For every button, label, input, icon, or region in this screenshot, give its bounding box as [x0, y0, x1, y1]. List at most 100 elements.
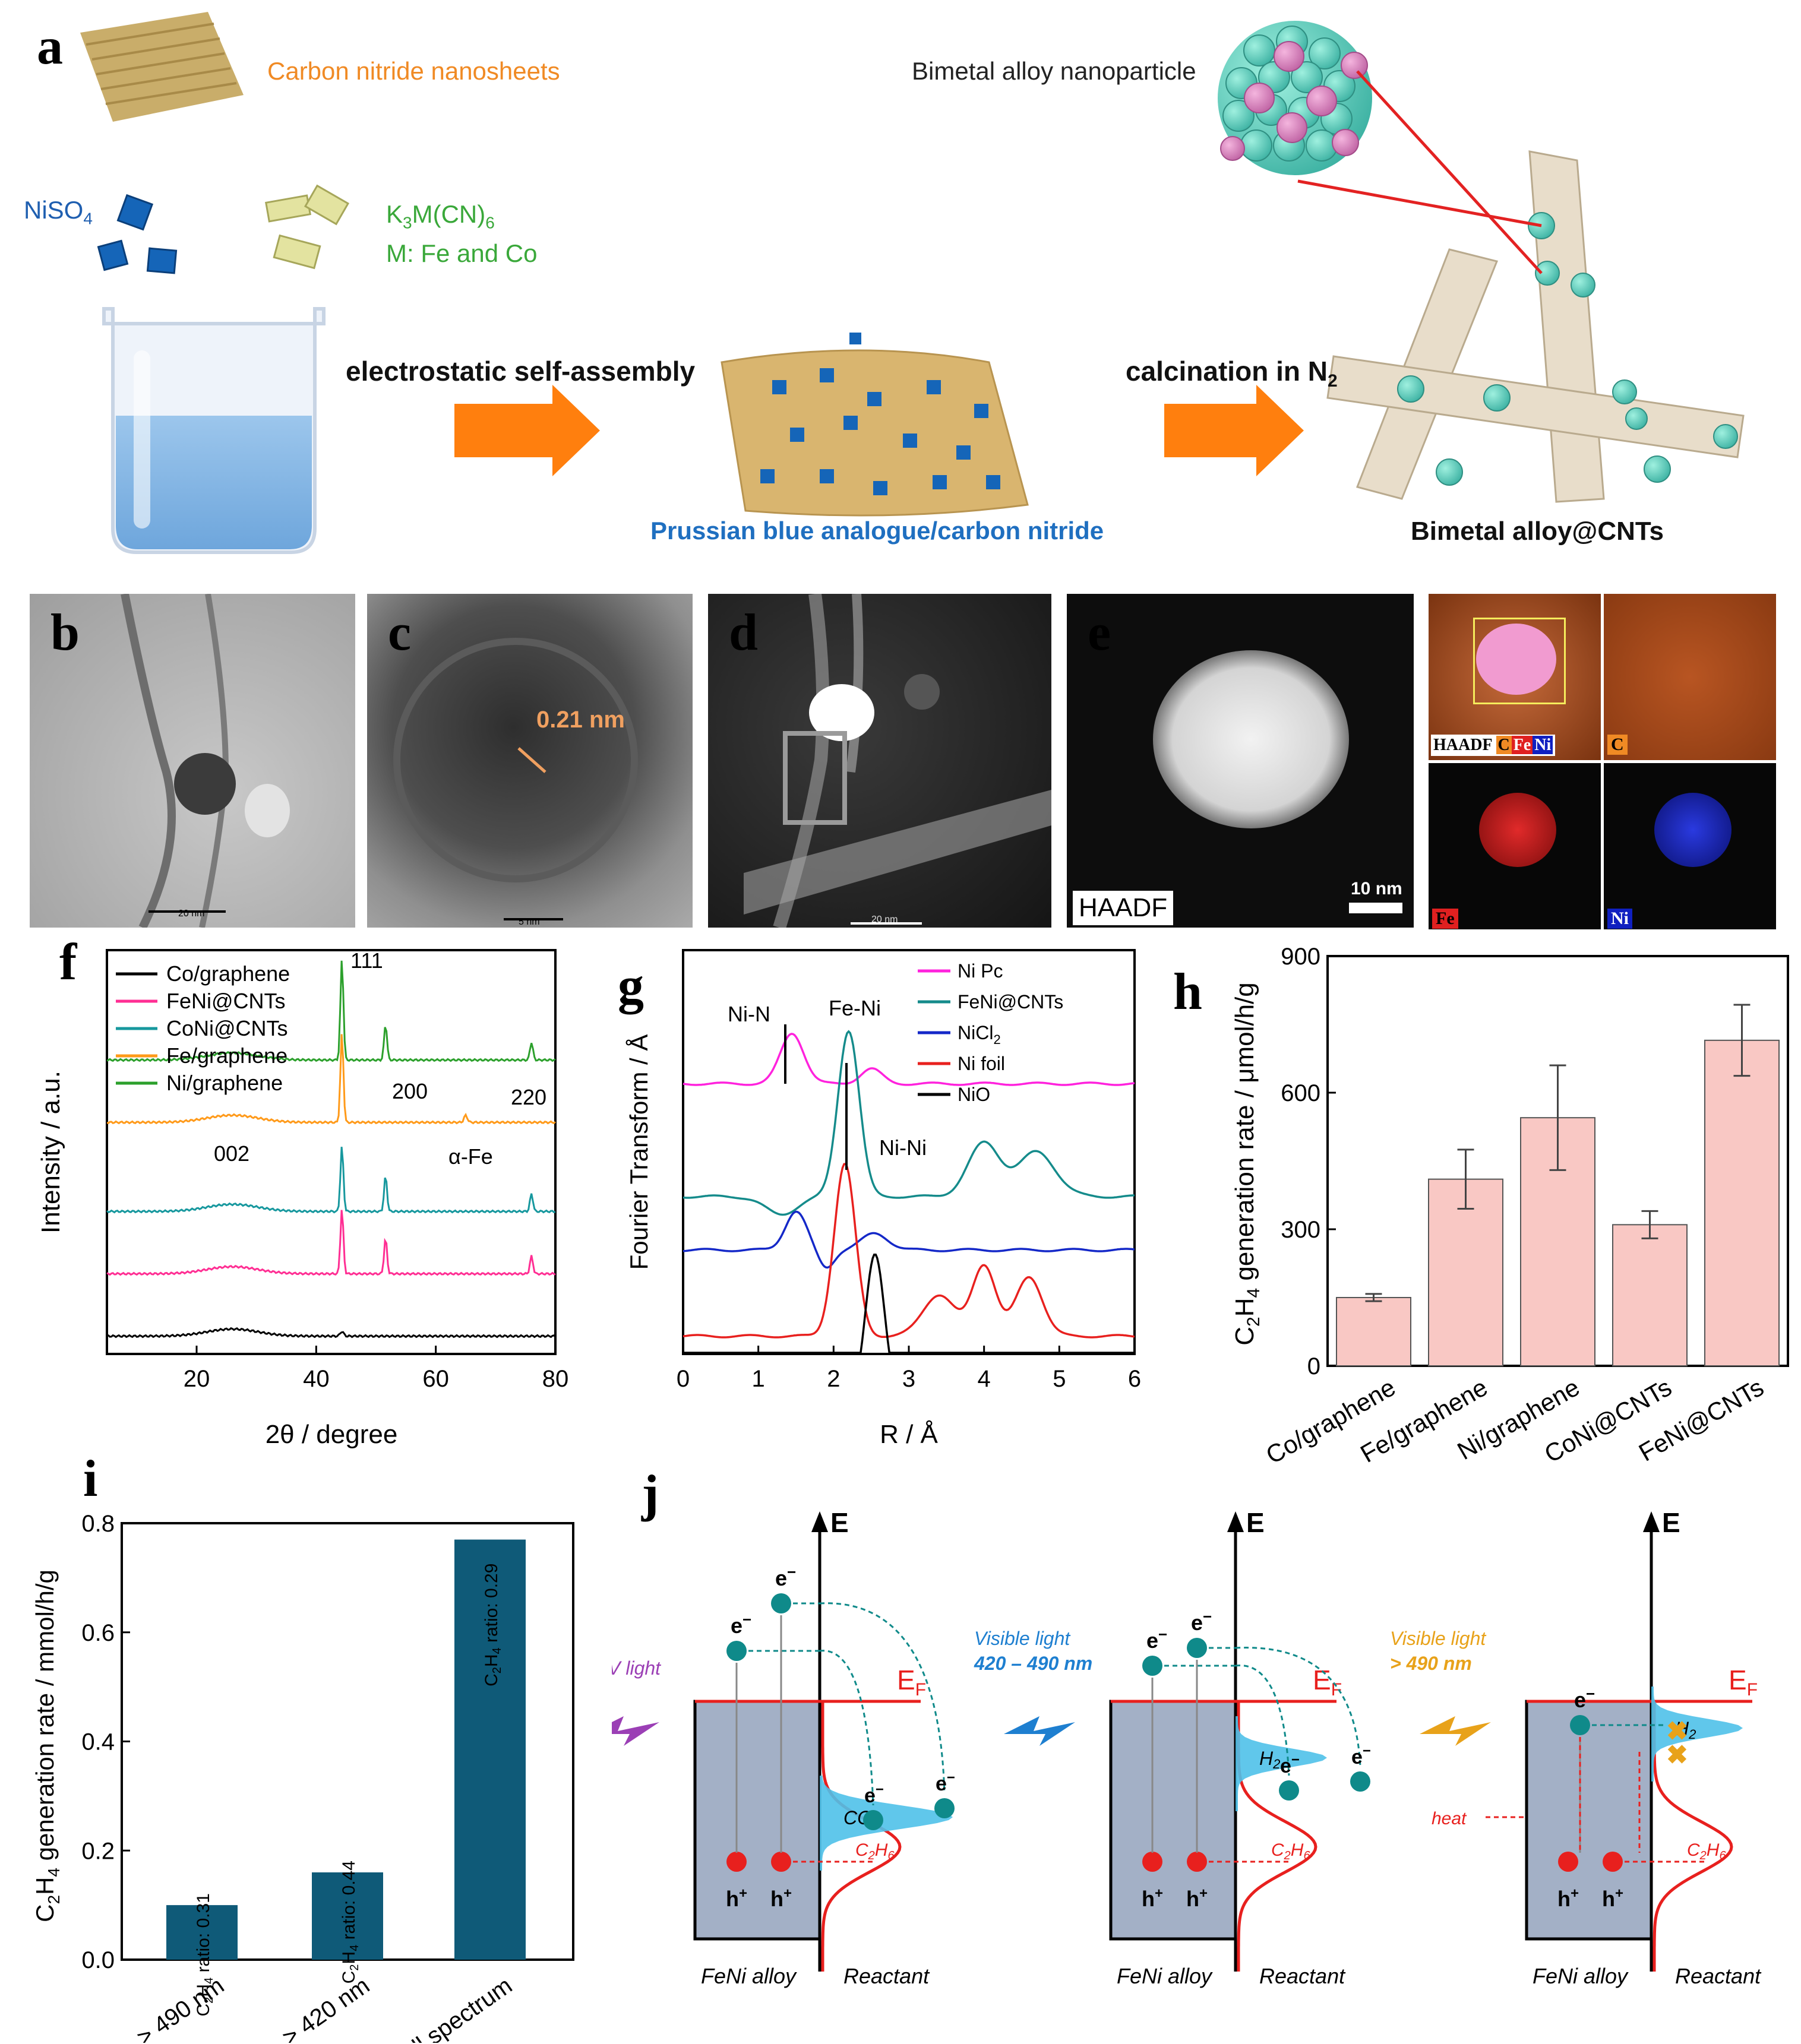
bimetal-np-label: Bimetal alloy nanoparticle: [912, 57, 1196, 85]
fermi-label-1: EF: [1313, 1665, 1342, 1700]
x-tick-label-f-1: 40: [303, 1366, 330, 1392]
electron-label-1-0: e−: [1146, 1625, 1167, 1653]
peak-alpha-fe: α-Fe: [448, 1144, 493, 1169]
legend-label-f-1: FeNi@CNTs: [166, 989, 286, 1013]
electron-0-1: [771, 1593, 791, 1613]
y-tick-label-h-2: 600: [1281, 1080, 1320, 1106]
x-tick-label-g-0: 0: [677, 1366, 690, 1392]
product-label: Bimetal alloy@CNTs: [1411, 517, 1664, 546]
co2-h2-band-2: [1651, 1687, 1743, 1782]
tem-image-b: b 20 nm: [30, 594, 355, 928]
light-label-0-0: UV light: [612, 1657, 661, 1679]
peak-002: 002: [214, 1141, 249, 1166]
exafs-curve-3: [683, 1163, 1135, 1339]
co2-h2-band-1: [1236, 1716, 1327, 1811]
energy-axis-arrow-0: [811, 1511, 828, 1532]
cyanide-block-icons: [265, 184, 350, 270]
panel-label-f: f: [59, 934, 77, 991]
panel-label-a: a: [37, 18, 63, 75]
y-axis-label-f: Intensity / a.u.: [36, 1071, 65, 1233]
ni-particle: [1654, 793, 1732, 867]
panel-label-d: d: [729, 604, 758, 662]
injection-arrow-1-1: [1235, 1647, 1361, 1767]
scale-bar-b: 20 nm: [178, 909, 205, 919]
carbon-nitride-label: Carbon nitride nanosheets: [267, 57, 560, 85]
step2-label: calcination in N2: [1126, 356, 1338, 391]
injected-electron-1-1: [1350, 1771, 1370, 1792]
peak-111: 111: [350, 948, 383, 973]
legend-label-f-2: CoNi@CNTs: [166, 1016, 288, 1040]
light-label-2-1: > 490 nm: [1390, 1653, 1472, 1674]
map-label-fe: Fe: [1432, 909, 1458, 929]
bar-i-1: [312, 1872, 383, 1960]
selection-box: [1473, 618, 1566, 704]
pba-label: Prussian blue analogue/carbon nitride: [650, 517, 1104, 545]
injected-electron-label-1-0: e−: [1280, 1752, 1300, 1777]
bar-h-4: [1704, 1039, 1780, 1367]
energy-axis-label-0: E: [830, 1507, 849, 1538]
process-arrow-2: [1164, 385, 1304, 476]
peak-200: 200: [392, 1079, 428, 1103]
y-axis-label-i: C2H4 generation rate / mmol/h/g: [31, 1570, 63, 1922]
haadf-e-features: [1153, 650, 1402, 913]
ethylene-rate-chart-h: C2H4 generation rate / μmol/h/g 0 300 600 9…: [1230, 944, 1789, 1469]
category-label-i-1: > 420 nm: [277, 1972, 374, 2043]
hole-1-0: [1142, 1852, 1162, 1872]
electron-1-0: [1142, 1656, 1162, 1676]
injected-electron-label-0-1: e−: [936, 1770, 955, 1795]
panel-label-i: i: [83, 1450, 98, 1508]
hole-1-1: [1187, 1852, 1207, 1872]
y-tick-label-i-0: 0.0: [81, 1947, 115, 1973]
fermi-label-0: EF: [897, 1665, 926, 1700]
alloy-caption-2: FeNi alloy: [1533, 1964, 1629, 1988]
plot-frame-f: [106, 949, 557, 1355]
eds-map-overlay: HAADF C Fe Ni: [1429, 594, 1601, 760]
map-label-ni: Ni: [1607, 909, 1632, 929]
carbon-nitride-sheet-icon: [80, 12, 244, 122]
panel-label-h: h: [1173, 963, 1202, 1021]
hole-label-1-1: h+: [1186, 1885, 1208, 1911]
category-label-i-2: Full spectrum: [385, 1972, 517, 2043]
ratio-label-i-1: C2H4 ratio: 0.44: [339, 1861, 361, 1983]
overlay-particle: [1476, 624, 1556, 695]
tem-c-features: [393, 638, 638, 920]
lattice-label: 0.21 nm: [536, 707, 625, 733]
blocked-icon-0: ✖: [1666, 1717, 1688, 1746]
x-tick-label-g-2: 2: [827, 1366, 840, 1392]
step1-label: electrostatic self-assembly: [346, 356, 696, 387]
bar-i-0: [166, 1905, 238, 1960]
light-bolt-icon-1: [1004, 1716, 1075, 1746]
legend-label-f-3: Fe/graphene: [166, 1043, 287, 1068]
legend-label-g-1: FeNi@CNTs: [958, 991, 1063, 1012]
y-tick-label-i-4: 0.8: [81, 1511, 115, 1537]
light-bolt-icon-0: [612, 1716, 659, 1746]
scale-bar-d: 20 nm: [871, 915, 898, 925]
electron-2-0: [1570, 1715, 1590, 1735]
peak-220: 220: [511, 1085, 546, 1109]
category-label-i-0: > 490 nm: [132, 1972, 229, 2043]
bar-h-0: [1336, 1297, 1411, 1366]
hole-2-1: [1603, 1852, 1623, 1872]
y-tick-label-i-3: 0.6: [81, 1620, 115, 1646]
niso4-cube-icons: [97, 194, 178, 274]
alloy-block-1: [1109, 1700, 1237, 1941]
hole-0-1: [771, 1852, 791, 1872]
exafs-chart: Fourier Transform / Å R / Å 0 1 2 3 4 5 6 Ni P…: [625, 949, 1141, 1449]
c2h6-label-0: C2H6: [855, 1840, 895, 1862]
bar-h-1: [1428, 1178, 1503, 1366]
electron-label-0-0: e−: [731, 1610, 751, 1638]
x-tick-label-f-0: 20: [184, 1366, 210, 1392]
reactant-caption-0: Reactant: [843, 1964, 930, 1988]
x-axis-label-f: 2θ / degree: [266, 1420, 398, 1449]
energy-axis-arrow-2: [1643, 1511, 1660, 1532]
heat-label: heat: [1432, 1809, 1467, 1828]
y-axis-label-g: Fourier Transform / Å: [625, 1034, 653, 1270]
injected-electron-1-0: [1279, 1780, 1299, 1801]
alloy-caption-1: FeNi alloy: [1117, 1964, 1213, 1988]
electron-label-1-1: e−: [1191, 1608, 1212, 1635]
alloy-block-0: [693, 1700, 821, 1941]
legend-label-g-4: NiO: [958, 1084, 990, 1105]
